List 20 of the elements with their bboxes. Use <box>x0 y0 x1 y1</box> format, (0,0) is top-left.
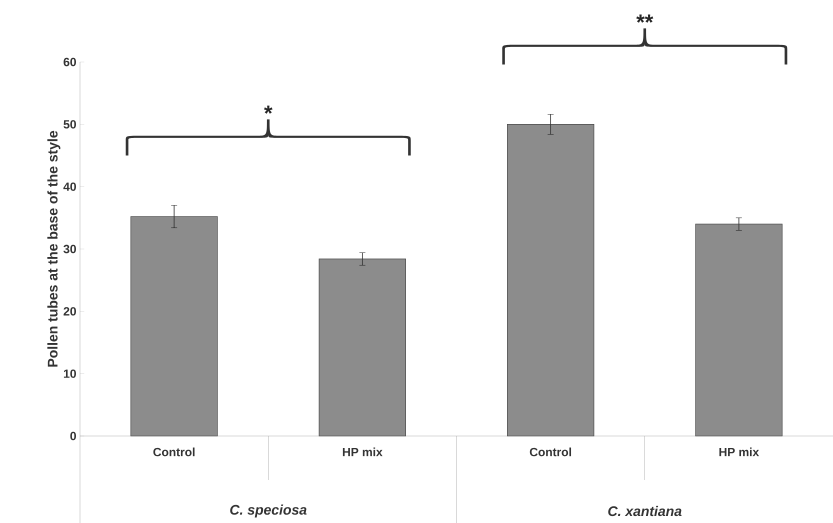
bar <box>130 216 218 436</box>
x-tick-label: Control <box>153 448 195 456</box>
annotation: * <box>264 106 273 114</box>
x-tick-label: Control <box>530 448 572 456</box>
bar <box>695 224 782 436</box>
y-tick-label: 10 <box>64 369 76 378</box>
y-tick-label: 60 <box>64 58 76 66</box>
bar <box>318 258 406 436</box>
text: ** <box>636 14 654 23</box>
y-tick-label: 20 <box>64 307 76 316</box>
y-tick-label: 50 <box>64 120 76 129</box>
y-tick-label: 0 <box>70 432 76 440</box>
text: C. xantiana <box>608 506 682 516</box>
y-axis-title: Pollen tubes at the base of the style <box>47 130 60 367</box>
text: C. speciosa <box>230 504 307 518</box>
x-tick-label: HP mix <box>719 448 760 456</box>
bar <box>507 124 594 436</box>
x-tick-label: HP mix <box>342 448 383 456</box>
y-tick-label: 30 <box>63 244 76 254</box>
y-tick-label: 40 <box>63 182 76 191</box>
